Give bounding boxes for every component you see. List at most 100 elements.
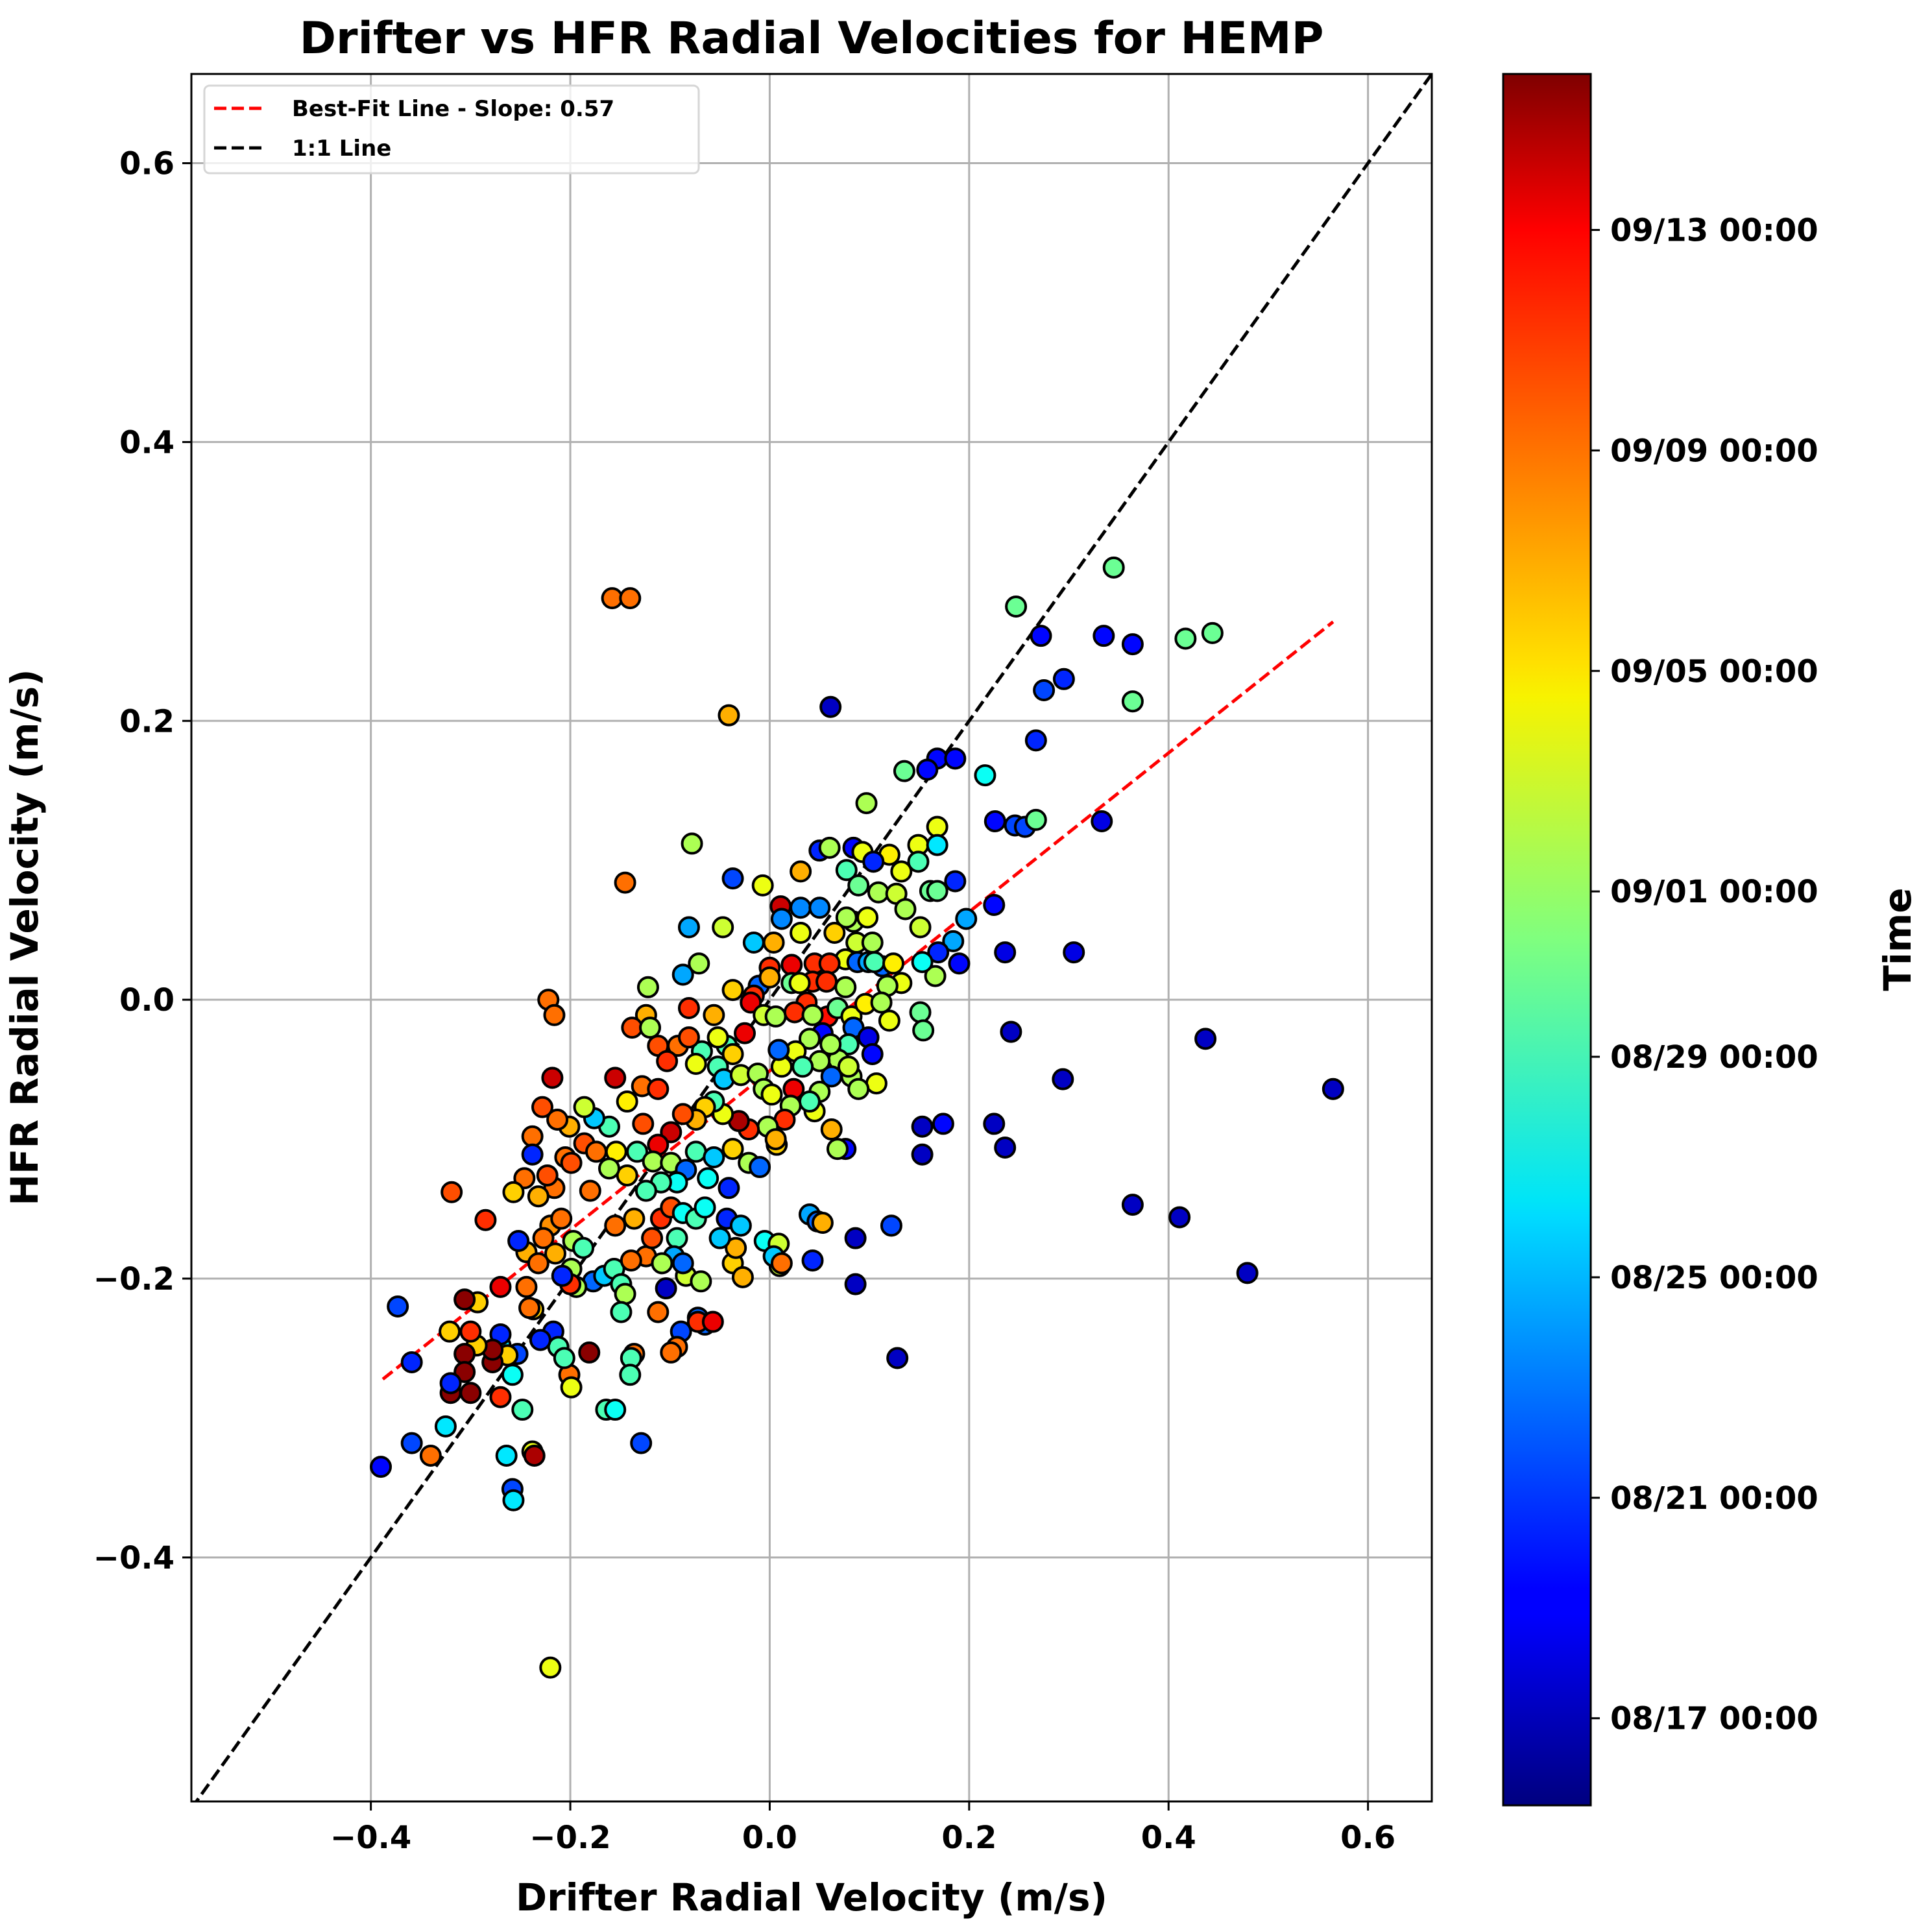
- scatter-point: [621, 1017, 644, 1039]
- scatter-point: [867, 881, 889, 904]
- scatter-point: [882, 952, 905, 975]
- scatter-point: [560, 1151, 583, 1174]
- axes-frame: [190, 73, 1433, 1803]
- scatter-point: [861, 1042, 884, 1065]
- scatter-point: [688, 952, 710, 975]
- scatter-point: [731, 1266, 754, 1288]
- scatter-point: [604, 1399, 627, 1421]
- scatter-point: [585, 1140, 608, 1163]
- y-tick-label: 0.4: [119, 424, 175, 461]
- scatter-point: [764, 1128, 787, 1151]
- scatter-point: [974, 764, 996, 787]
- scatter-point: [634, 1179, 657, 1202]
- scatter-point: [894, 898, 917, 921]
- scatter-point: [912, 1019, 935, 1042]
- grid-lines: [191, 74, 1432, 1801]
- scatter-point: [647, 1077, 670, 1100]
- scatter-point: [489, 1275, 512, 1298]
- scatter-point: [515, 1275, 538, 1298]
- scatter-point: [712, 916, 734, 939]
- scatter-point: [459, 1382, 482, 1404]
- scatter-point: [630, 1432, 653, 1454]
- scatter-point: [1322, 1077, 1344, 1100]
- scatter-point: [553, 1347, 575, 1369]
- colorbar-tick-label: 09/09 00:00: [1610, 433, 1818, 469]
- scatter-point: [441, 1181, 463, 1203]
- scatter-point: [798, 1090, 821, 1113]
- scatter-point: [790, 860, 812, 883]
- legend: Best-Fit Line - Slope: 0.57 1:1 Line: [203, 84, 700, 175]
- scatter-point: [532, 1227, 555, 1249]
- scatter-point: [927, 941, 950, 964]
- scatter-point: [706, 1026, 729, 1049]
- scatter-point: [620, 1249, 642, 1272]
- scatter-point: [788, 972, 811, 994]
- scatter-point: [861, 932, 884, 954]
- scatter-point: [725, 1236, 747, 1259]
- scatter-point: [916, 758, 939, 781]
- scatter-point: [819, 1033, 842, 1055]
- scatter-point: [801, 1249, 824, 1272]
- colorbar-tick-label: 08/17 00:00: [1610, 1701, 1818, 1737]
- scatter-point: [1102, 556, 1125, 579]
- scatter-point: [529, 1329, 551, 1351]
- scatter-point: [1052, 668, 1075, 690]
- scatter-point: [863, 951, 886, 974]
- scatter-point: [453, 1361, 476, 1384]
- scatter-point: [651, 1252, 673, 1275]
- scatter-point: [1063, 941, 1085, 964]
- scatter-point: [495, 1444, 518, 1467]
- scatter-point: [684, 1053, 707, 1076]
- scatter-point: [434, 1415, 457, 1438]
- scatter-point: [1024, 729, 1047, 752]
- colorbar-tick-label: 08/29 00:00: [1610, 1039, 1818, 1076]
- scatter-point: [453, 1288, 476, 1311]
- scatter-point: [790, 921, 812, 944]
- scatter-point: [626, 1140, 649, 1163]
- scatter-point: [718, 704, 740, 727]
- scatter-point: [994, 1136, 1017, 1159]
- scatter-point: [573, 1096, 596, 1118]
- scatter-point: [636, 976, 659, 998]
- scatter-point: [820, 1118, 843, 1141]
- x-tick-label: −0.4: [330, 1820, 411, 1856]
- scatter-point: [527, 1185, 549, 1208]
- scatter-point: [536, 1164, 559, 1186]
- scatter-point: [632, 1113, 655, 1135]
- scatter-point: [847, 874, 870, 897]
- scatter-point: [907, 850, 930, 873]
- scatter-point: [660, 1341, 682, 1364]
- x-axis-label: Drifter Radial Velocity (m/s): [516, 1875, 1107, 1920]
- scatter-point: [647, 1301, 670, 1323]
- x-tick-label: 0.0: [742, 1820, 797, 1856]
- scatter-point: [1174, 627, 1197, 650]
- scatter-point: [837, 1055, 860, 1078]
- scatter-point: [911, 1143, 934, 1166]
- scatter-point: [870, 991, 893, 1014]
- scatter-point: [811, 1212, 834, 1234]
- scatter-point: [1030, 625, 1052, 647]
- legend-one-to-one-label: 1:1 Line: [292, 136, 391, 162]
- scatter-point: [819, 695, 842, 718]
- scatter-point: [1121, 1194, 1144, 1216]
- scatter-point: [984, 810, 1006, 833]
- scatter-point: [818, 952, 841, 975]
- scatter-point: [1000, 1020, 1022, 1043]
- scatter-point: [1033, 679, 1056, 701]
- scatter-point: [767, 1039, 790, 1061]
- scatter-point: [604, 1066, 627, 1089]
- x-tick-label: 0.2: [941, 1820, 996, 1856]
- scatter-point: [601, 587, 623, 610]
- scatter-point: [1194, 1028, 1217, 1050]
- scatter-point: [708, 1227, 731, 1249]
- scatter-point: [823, 921, 846, 944]
- scatter-point: [546, 1108, 569, 1131]
- colorbar-tick-label: 08/21 00:00: [1610, 1480, 1818, 1517]
- scatter-point: [834, 976, 857, 998]
- scatter-point: [703, 1146, 725, 1169]
- scatter-point: [1005, 596, 1028, 618]
- scatter-point: [944, 870, 967, 893]
- scatter-point: [790, 897, 812, 919]
- scatter-point: [579, 1179, 601, 1202]
- scatter-point: [847, 1077, 870, 1100]
